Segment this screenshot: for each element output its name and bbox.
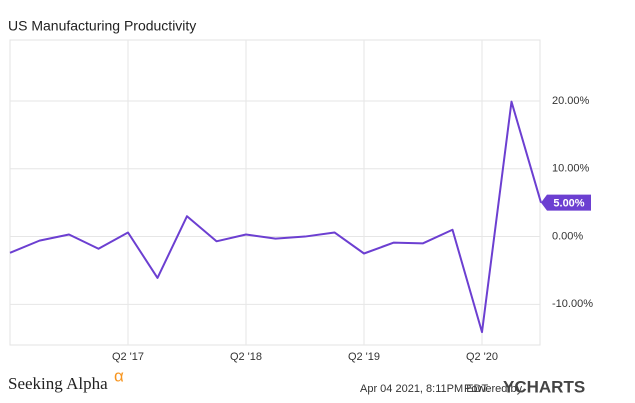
brand-mark: α (114, 366, 124, 385)
brand: Seeking Alpha (8, 374, 108, 393)
y-tick-label: 10.00% (552, 163, 590, 175)
x-tick-label: Q2 '19 (348, 351, 380, 363)
y-tick-label: 20.00% (552, 95, 590, 107)
y-tick-label: 0.00% (552, 230, 583, 242)
timestamp: Apr 04 2021, 8:11PM EDT. (360, 383, 490, 395)
plot-area (9, 39, 541, 346)
y-tick-label: -10.00% (552, 298, 593, 310)
x-tick-label: Q2 '20 (466, 351, 498, 363)
provider: YCHARTS (503, 377, 585, 396)
data-line (9, 100, 542, 334)
x-tick-label: Q2 '17 (112, 351, 144, 363)
powered-by: Powered by (464, 383, 523, 395)
chart-title: US Manufacturing Productivity (8, 18, 196, 34)
grid (10, 40, 540, 345)
x-tick-label: Q2 '18 (230, 351, 262, 363)
value-label: 5.00% (553, 198, 584, 210)
value-badge (541, 194, 591, 211)
